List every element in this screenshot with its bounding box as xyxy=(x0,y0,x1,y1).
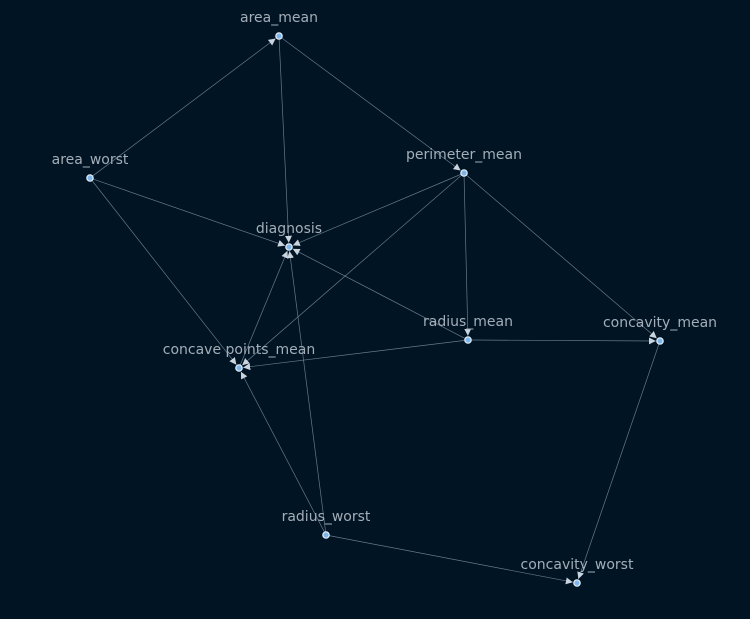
edge-area_worst-to-concave_points_mean xyxy=(91,180,237,365)
node-label: diagnosis xyxy=(256,221,322,237)
node-label: concavity_worst xyxy=(521,557,634,573)
node-area_mean[interactable]: area_mean xyxy=(240,10,318,40)
node-concave_points_mean[interactable]: concave points_mean xyxy=(163,342,315,372)
node-layer: area_mean area_worst perimeter_meandiagnos… xyxy=(52,10,717,587)
edge-radius_worst-to-concavity_worst xyxy=(329,535,573,585)
edge-area_worst-to-diagnosis xyxy=(92,178,286,247)
node-marker[interactable] xyxy=(86,174,94,182)
node-label: area_mean xyxy=(240,10,318,26)
node-area_worst[interactable]: area_worst xyxy=(52,152,129,182)
node-marker[interactable] xyxy=(573,579,581,587)
node-marker[interactable] xyxy=(235,364,243,372)
node-perimeter_mean[interactable]: perimeter_mean xyxy=(406,147,522,177)
edge-radius_mean-to-concave_points_mean xyxy=(243,340,465,371)
edge-perimeter_mean-to-concave_points_mean xyxy=(241,174,462,366)
edge-perimeter_mean-to-concavity_mean xyxy=(466,174,658,339)
edge-concavity_mean-to-concavity_worst xyxy=(577,343,660,580)
edge-radius_worst-to-concave_points_mean xyxy=(240,371,325,533)
node-label: concave points_mean xyxy=(163,342,315,358)
node-label: area_worst xyxy=(52,152,129,168)
edge-perimeter_mean-to-diagnosis xyxy=(292,173,462,246)
edge-area_mean-to-diagnosis xyxy=(278,39,292,243)
node-label: perimeter_mean xyxy=(406,147,522,163)
edge-radius_worst-to-diagnosis xyxy=(286,251,326,532)
node-marker[interactable] xyxy=(460,169,468,177)
node-marker[interactable] xyxy=(656,337,664,345)
node-marker[interactable] xyxy=(464,336,472,344)
node-concavity_worst[interactable]: concavity_worst xyxy=(521,557,634,587)
edge-radius_mean-to-concavity_mean xyxy=(471,337,656,345)
node-label: concavity_mean xyxy=(603,315,717,331)
edge-perimeter_mean-to-radius_mean xyxy=(463,176,472,336)
edge-area_worst-to-area_mean xyxy=(92,38,276,177)
edge-area_mean-to-perimeter_mean xyxy=(281,37,461,171)
node-concavity_mean[interactable]: concavity_mean xyxy=(603,315,717,345)
node-label: radius_mean xyxy=(423,314,513,330)
node-radius_worst[interactable]: radius_worst xyxy=(282,509,371,539)
node-radius_mean[interactable]: radius_mean xyxy=(423,314,513,344)
node-marker[interactable] xyxy=(275,32,283,40)
node-label: radius_worst xyxy=(282,509,371,525)
node-marker[interactable] xyxy=(322,531,330,539)
node-diagnosis[interactable]: diagnosis xyxy=(256,221,322,251)
edge-layer xyxy=(91,37,660,585)
node-marker[interactable] xyxy=(285,243,293,251)
edge-concave_points_mean-to-diagnosis xyxy=(239,250,288,366)
edge-radius_mean-to-diagnosis xyxy=(292,248,466,339)
